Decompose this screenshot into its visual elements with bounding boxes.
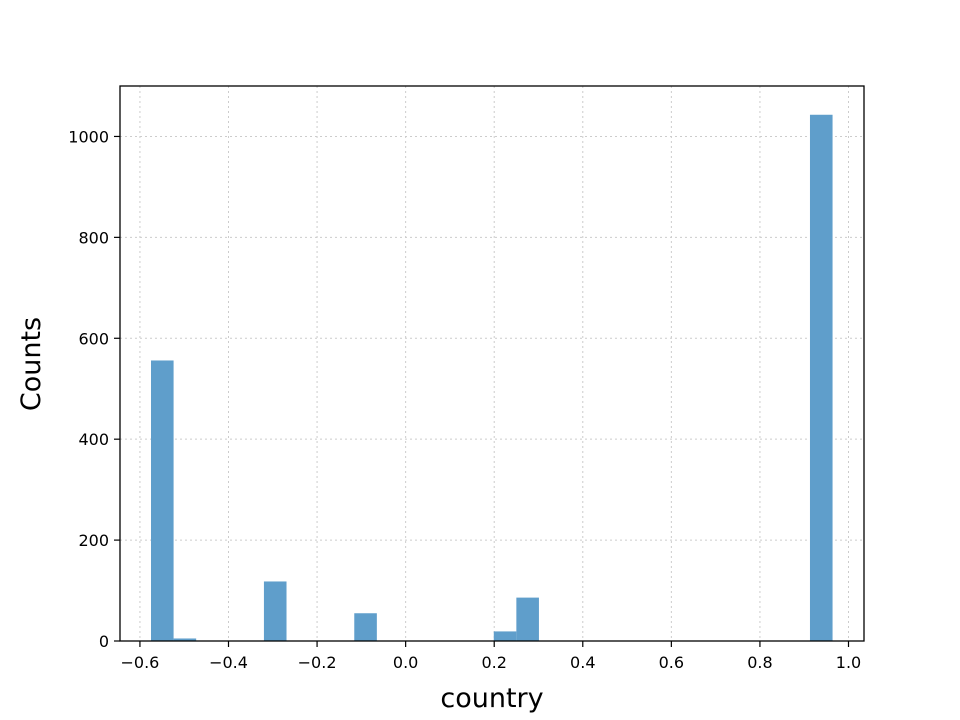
y-tick-label: 0	[99, 632, 109, 651]
x-tick-label: 0.6	[659, 653, 684, 672]
histogram-bar	[151, 360, 174, 641]
plot-frame	[119, 85, 865, 642]
x-axis-ticks: −0.6 −0.4 −0.2 0.0 0.2 0.4 0.6 0.8 1.0	[120, 641, 861, 672]
histogram-bar	[354, 613, 377, 641]
histogram-bar	[809, 114, 833, 641]
y-tick-label: 400	[78, 430, 109, 449]
histogram-bar	[493, 631, 517, 641]
y-tick-label: 1000	[68, 127, 109, 146]
y-axis-label: Counts	[16, 317, 47, 411]
y-tick-label: 800	[78, 228, 109, 247]
histogram-bars	[151, 114, 833, 641]
x-gridlines	[139, 86, 849, 641]
x-tick-label: 0.2	[481, 653, 506, 672]
x-tick-label: 1.0	[836, 653, 861, 672]
x-tick-label: −0.2	[298, 653, 337, 672]
histogram-bar	[263, 581, 287, 641]
y-tick-label: 200	[78, 531, 109, 550]
x-tick-label: −0.4	[209, 653, 248, 672]
y-axis-ticks: 0 200 400 600 800 1000	[68, 127, 120, 651]
x-tick-label: 0.0	[393, 653, 418, 672]
x-tick-label: −0.6	[120, 653, 159, 672]
x-axis-label: country	[440, 683, 543, 714]
y-gridlines	[120, 135, 864, 642]
x-tick-label: 0.8	[747, 653, 772, 672]
histogram-bar	[173, 638, 197, 641]
histogram-bar	[516, 597, 539, 641]
y-tick-label: 600	[78, 329, 109, 348]
x-tick-label: 0.4	[570, 653, 595, 672]
